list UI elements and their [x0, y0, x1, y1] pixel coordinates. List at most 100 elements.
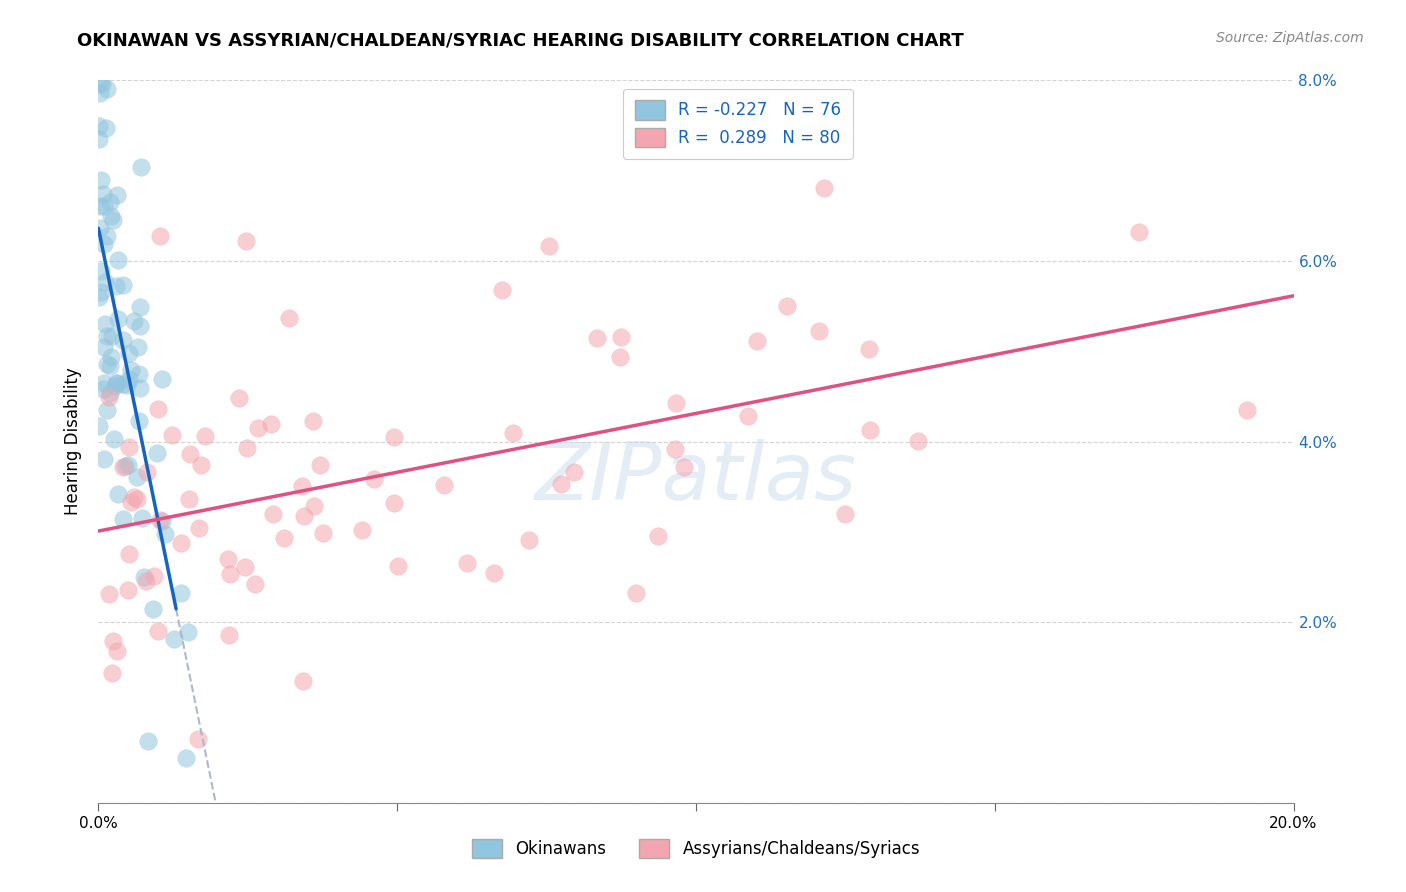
Point: [128, 414, 150, 428]
Point: [382, 496, 405, 510]
Point: [100, 210, 122, 224]
Point: [1236, 403, 1258, 417]
Point: [247, 421, 270, 435]
Point: [94, 121, 117, 136]
Point: [163, 632, 186, 647]
Point: [98, 359, 121, 373]
Point: [278, 310, 301, 325]
Point: [228, 392, 250, 406]
Point: [585, 330, 607, 344]
Point: [433, 478, 456, 492]
Point: [87, 289, 110, 303]
Point: [105, 278, 128, 293]
Point: [187, 521, 209, 535]
Point: [91, 382, 114, 396]
Point: [148, 624, 170, 638]
Point: [117, 582, 139, 597]
Point: [111, 277, 134, 292]
Text: OKINAWAN VS ASSYRIAN/CHALDEAN/SYRIAC HEARING DISABILITY CORRELATION CHART: OKINAWAN VS ASSYRIAN/CHALDEAN/SYRIAC HEA…: [77, 31, 965, 49]
Point: [187, 732, 209, 747]
Point: [107, 252, 129, 267]
Point: [273, 531, 295, 545]
Point: [124, 490, 146, 504]
Point: [105, 376, 128, 390]
Point: [114, 458, 136, 473]
Point: [142, 568, 165, 582]
Point: [136, 734, 159, 748]
Point: [107, 311, 129, 326]
Point: [491, 283, 513, 297]
Point: [562, 465, 585, 479]
Point: [112, 459, 135, 474]
Point: [291, 674, 314, 689]
Point: [131, 161, 153, 175]
Point: [96, 357, 118, 371]
Point: [129, 318, 152, 333]
Point: [132, 570, 155, 584]
Point: [179, 446, 201, 460]
Point: [218, 628, 240, 642]
Point: [550, 477, 572, 491]
Point: [87, 55, 110, 70]
Point: [93, 376, 115, 390]
Point: [103, 55, 125, 70]
Point: [745, 334, 768, 348]
Point: [609, 350, 631, 364]
Point: [233, 560, 256, 574]
Point: [105, 376, 128, 391]
Point: [363, 472, 385, 486]
Point: [90, 172, 112, 186]
Point: [127, 340, 149, 354]
Point: [243, 577, 266, 591]
Point: [665, 396, 688, 410]
Point: [128, 367, 150, 381]
Point: [96, 82, 118, 96]
Point: [149, 229, 172, 244]
Point: [146, 401, 169, 416]
Point: [177, 492, 200, 507]
Point: [129, 300, 152, 314]
Point: [236, 441, 259, 455]
Point: [235, 234, 257, 248]
Point: [100, 350, 122, 364]
Point: [89, 74, 111, 88]
Point: [91, 77, 114, 91]
Point: [907, 434, 929, 449]
Point: [142, 602, 165, 616]
Point: [834, 507, 856, 521]
Point: [262, 508, 284, 522]
Point: [89, 87, 111, 101]
Point: [129, 381, 152, 395]
Point: [101, 634, 124, 648]
Point: [111, 377, 134, 392]
Point: [98, 386, 121, 401]
Point: [808, 324, 831, 338]
Point: [664, 442, 686, 457]
Point: [302, 499, 325, 513]
Point: [122, 314, 145, 328]
Point: [146, 446, 169, 460]
Point: [107, 487, 129, 501]
Point: [91, 186, 114, 201]
Point: [120, 362, 142, 376]
Point: [813, 180, 835, 194]
Point: [776, 299, 799, 313]
Point: [624, 586, 647, 600]
Point: [98, 390, 121, 404]
Y-axis label: Hearing Disability: Hearing Disability: [65, 368, 83, 516]
Text: Source: ZipAtlas.com: Source: ZipAtlas.com: [1216, 31, 1364, 45]
Point: [302, 414, 325, 428]
Point: [387, 559, 409, 574]
Point: [107, 187, 129, 202]
Point: [194, 429, 217, 443]
Point: [859, 423, 882, 437]
Point: [308, 458, 330, 472]
Point: [170, 535, 193, 549]
Point: [610, 330, 633, 344]
Point: [100, 665, 122, 680]
Point: [89, 418, 111, 433]
Point: [150, 371, 173, 385]
Point: [98, 587, 121, 601]
Point: [96, 403, 118, 417]
Point: [672, 459, 695, 474]
